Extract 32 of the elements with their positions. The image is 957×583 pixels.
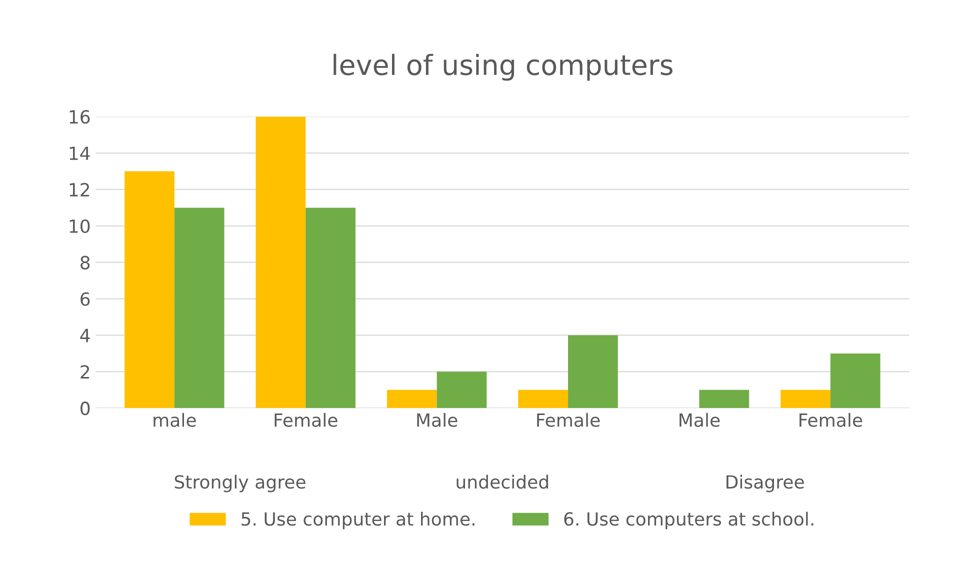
x-tick-label: Male xyxy=(417,412,458,427)
y-tick-label: 14 xyxy=(70,146,90,160)
x-tick-label: Female xyxy=(274,412,338,427)
text: Strongly agree xyxy=(174,474,306,492)
bar xyxy=(386,390,437,408)
x-tick-label: Female xyxy=(537,412,600,427)
y-tick-label: 10 xyxy=(70,219,90,234)
bar xyxy=(699,390,750,408)
bar xyxy=(306,208,356,408)
bar xyxy=(780,390,830,408)
text: undecided xyxy=(456,474,548,489)
bar xyxy=(174,208,224,408)
y-tick-label: 12 xyxy=(70,182,90,196)
x-tick-label: male xyxy=(154,412,196,427)
bar xyxy=(830,353,880,408)
x-tick-label: Male xyxy=(680,412,720,427)
x-tick-label: Female xyxy=(800,412,862,427)
bar xyxy=(124,171,174,408)
y-tick-label: 2 xyxy=(80,365,90,379)
y-tick-label: 16 xyxy=(70,110,90,124)
bar xyxy=(256,116,306,408)
legend-label: 5. Use computer at home. xyxy=(242,512,474,530)
legend-label: 6. Use computers at school. xyxy=(564,512,814,530)
y-tick-label: 4 xyxy=(80,328,90,342)
bar xyxy=(518,390,568,408)
bar xyxy=(436,372,487,408)
bar xyxy=(568,335,618,408)
y-tick-label: 0 xyxy=(80,402,90,416)
chart-title: level of using computers xyxy=(334,54,672,81)
y-tick-label: 6 xyxy=(80,292,90,306)
text: Disagree xyxy=(726,474,804,492)
y-tick-label: 8 xyxy=(80,256,90,270)
